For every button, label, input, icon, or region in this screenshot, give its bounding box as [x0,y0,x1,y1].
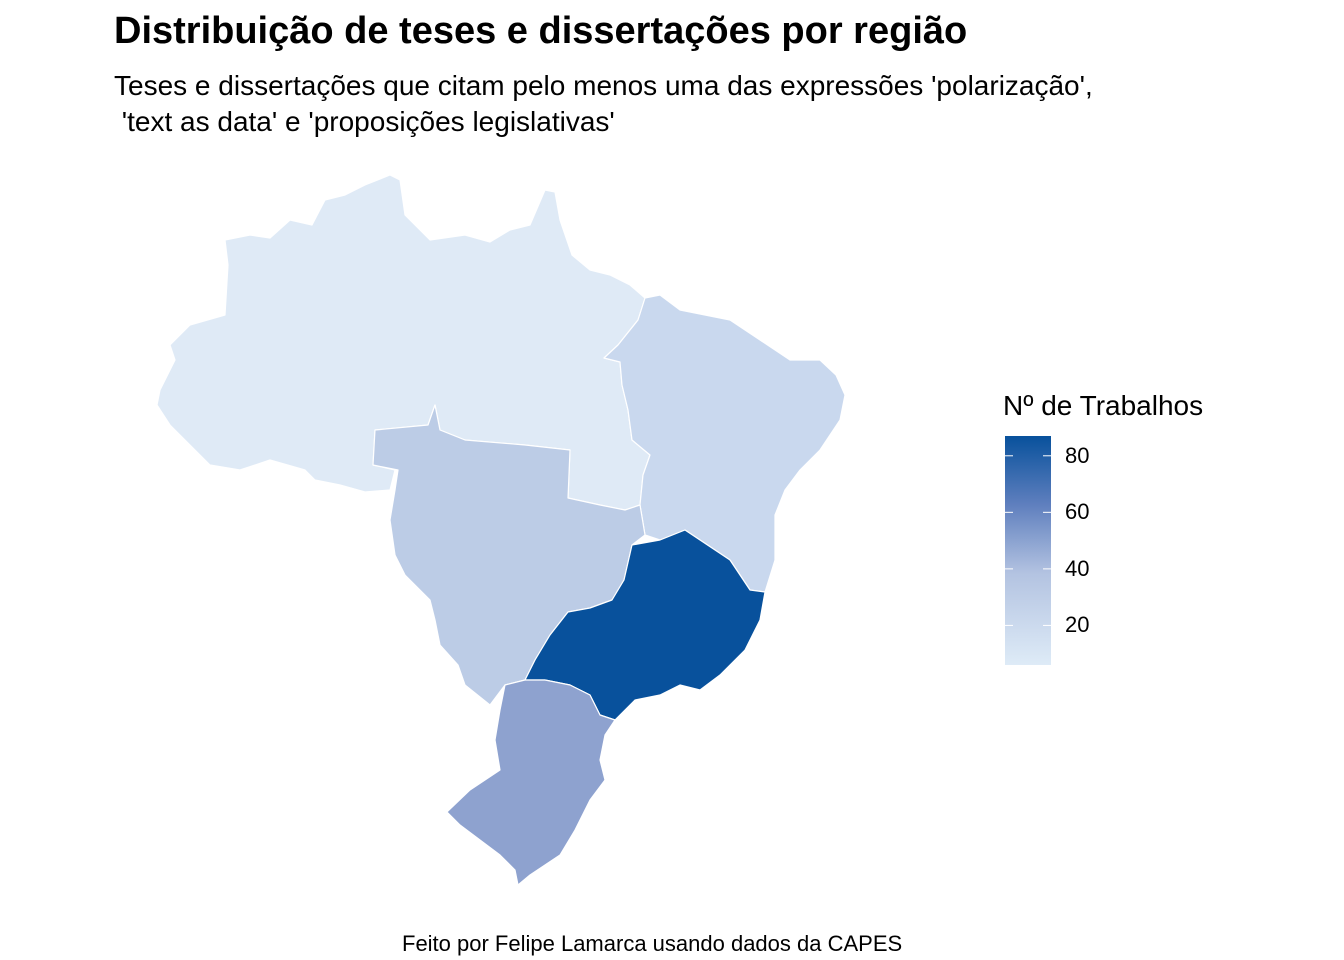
legend-tick-label: 20 [1065,612,1090,638]
legend-tick-label: 60 [1065,499,1090,525]
legend-tick-label: 40 [1065,555,1090,581]
region-sul [446,679,616,886]
legend-tick-label: 80 [1065,442,1090,468]
map-caption: Feito por Felipe Lamarca usando dados da… [402,931,903,956]
region-sudeste [524,529,766,721]
map-subtitle: Teses e dissertações que citam pelo meno… [114,70,1093,137]
legend-colorbar [1005,436,1051,665]
map-title: Distribuição de teses e dissertações por… [114,10,968,52]
legend-title: Nº de Trabalhos [1003,390,1204,421]
map-legend: Nº de Trabalhos 20 40 60 80 [1003,390,1253,690]
